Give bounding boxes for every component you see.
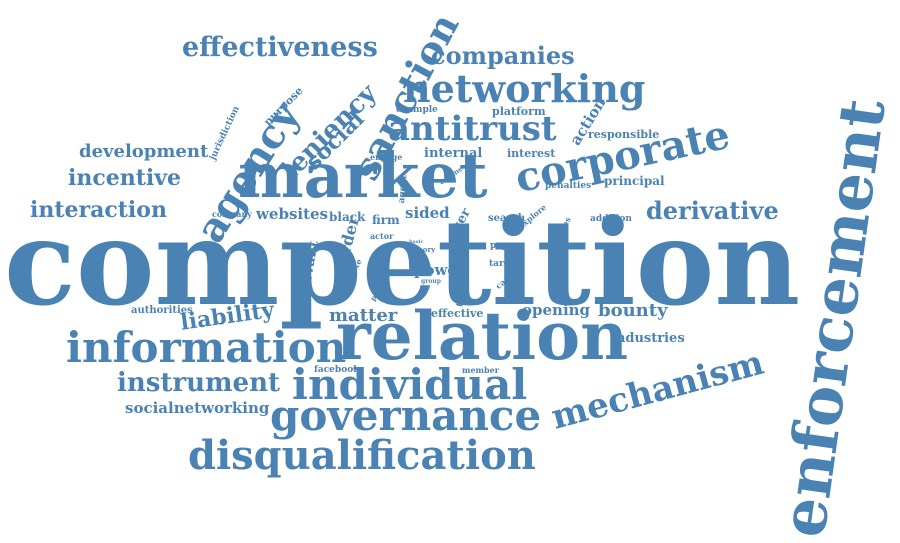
word: antitrust [388, 109, 557, 149]
word: search [488, 213, 526, 224]
word: individual [292, 360, 528, 409]
word: actor [370, 231, 394, 241]
word: member [462, 365, 499, 375]
word: platform [492, 105, 546, 118]
word: power [414, 261, 465, 279]
word: socialnetworking [125, 399, 270, 417]
word: company [212, 209, 252, 219]
word: information [66, 323, 347, 372]
word: relation [336, 297, 629, 375]
word: industries [611, 331, 685, 346]
word: governance [270, 391, 542, 440]
word: responsible [588, 128, 660, 141]
word: firm [372, 213, 400, 227]
word: companies [431, 41, 575, 70]
word: matter [329, 305, 398, 326]
word: example [396, 105, 438, 115]
word: facebook [314, 365, 360, 375]
word: paper [490, 241, 519, 251]
word: opening [522, 301, 591, 319]
word: websites [256, 205, 329, 223]
word: area [409, 246, 422, 252]
word: addition [590, 214, 632, 224]
word: disqualification [188, 432, 536, 479]
word: theory [410, 245, 436, 254]
word: bounty [598, 300, 668, 321]
word: interaction [30, 197, 167, 223]
word: internal [424, 146, 483, 161]
word: effectiveness [182, 32, 378, 63]
word: principal [604, 174, 665, 188]
word: sided [405, 204, 450, 222]
word: market [238, 139, 488, 212]
word: networking [403, 66, 646, 111]
word: interest [507, 147, 556, 160]
word: engage [370, 152, 403, 162]
word: basic [409, 239, 424, 245]
word: derivative [646, 196, 779, 225]
word: effective [431, 307, 484, 320]
word: group [421, 278, 441, 285]
word: target [489, 259, 520, 269]
word: incentive [68, 165, 182, 191]
word: authorities [131, 305, 193, 316]
word: competition [4, 193, 801, 332]
word: instrument [117, 368, 280, 398]
word: penalties [545, 181, 592, 191]
word: development [79, 141, 209, 162]
word: black [329, 210, 366, 224]
